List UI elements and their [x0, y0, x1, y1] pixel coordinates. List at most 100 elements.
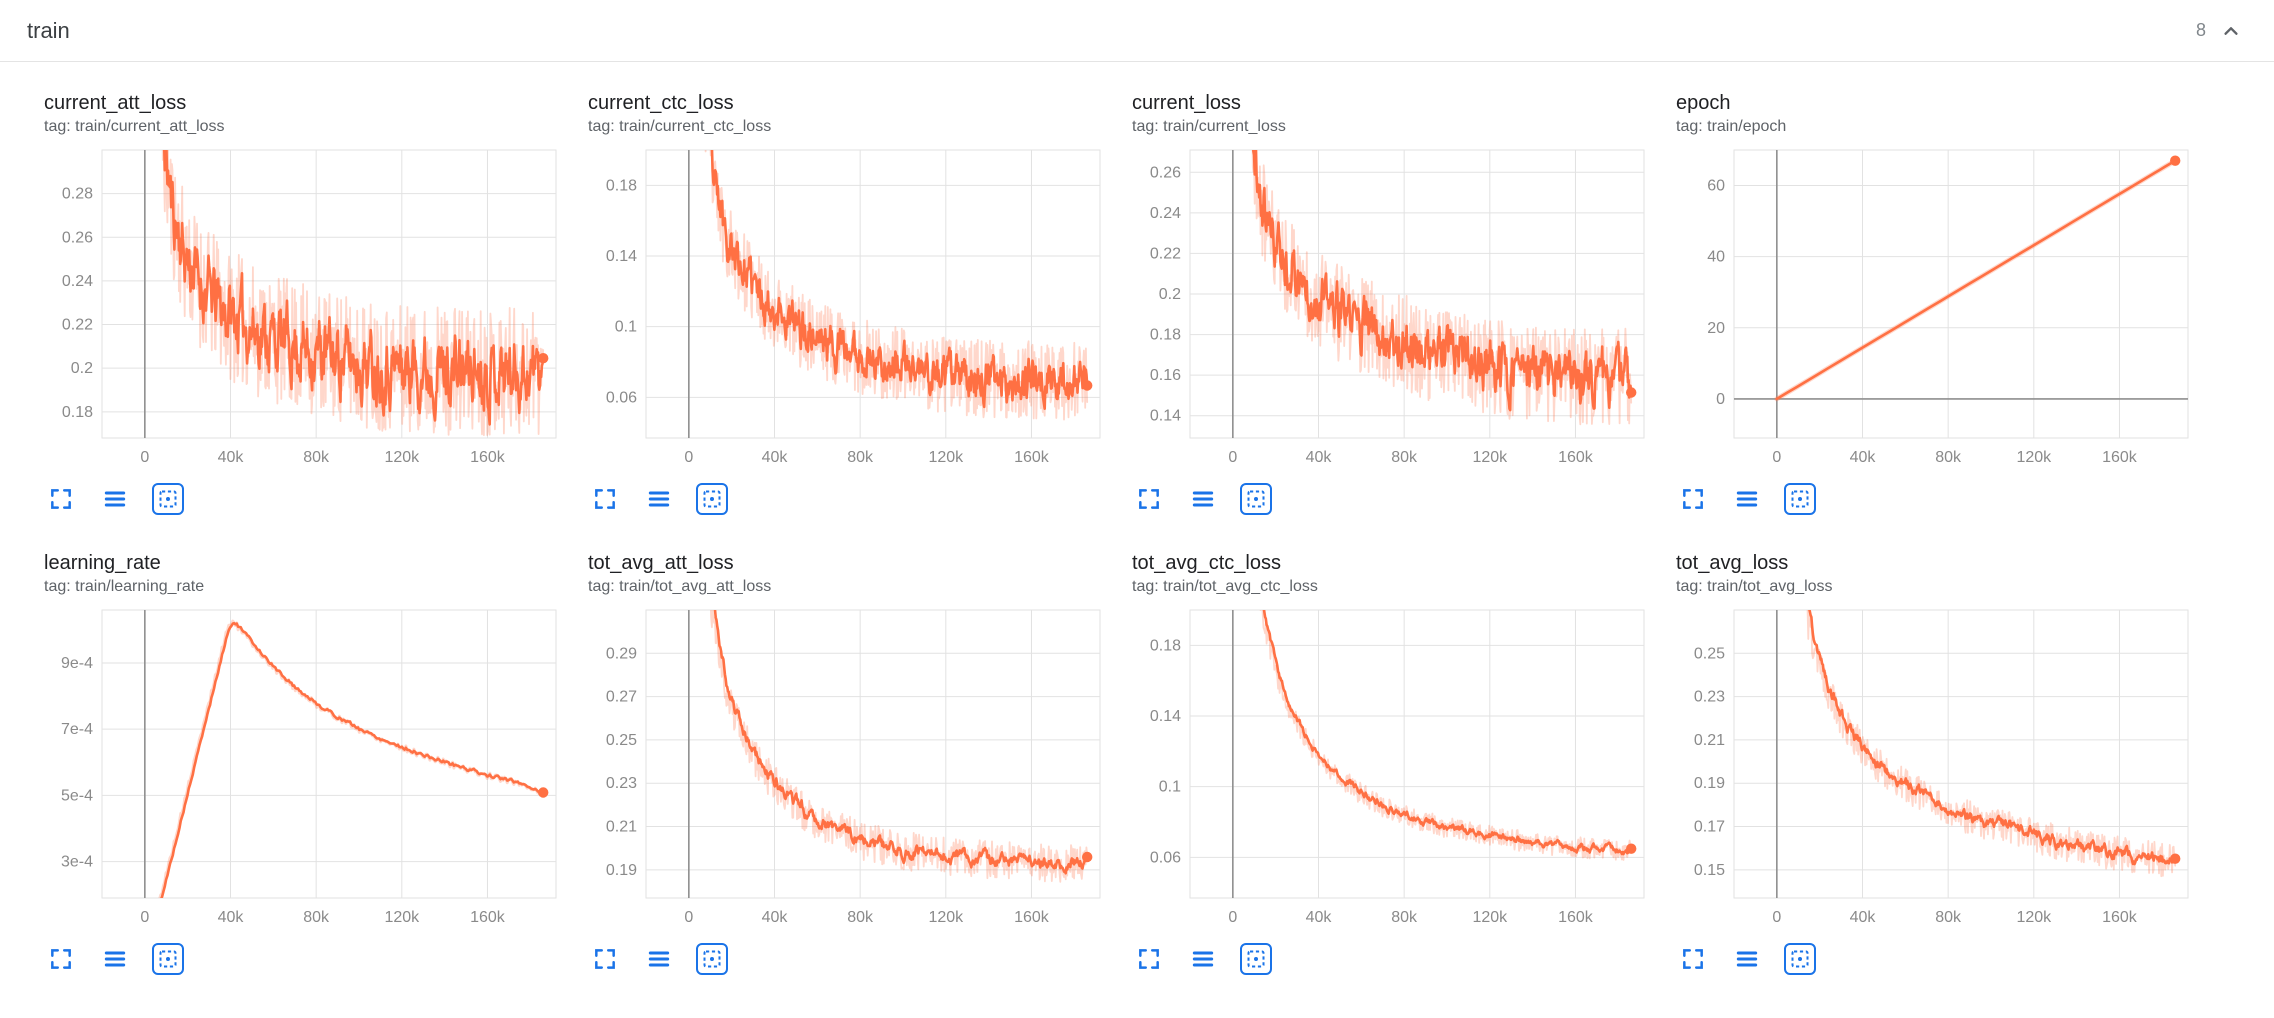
svg-text:0: 0 — [684, 449, 693, 466]
fit-domain-icon — [703, 950, 721, 968]
svg-text:160k: 160k — [1014, 909, 1050, 926]
fit-domain-button[interactable] — [1240, 943, 1272, 975]
fit-domain-button[interactable] — [1240, 483, 1272, 515]
svg-text:0.21: 0.21 — [606, 819, 637, 836]
data-table-button[interactable] — [1730, 942, 1764, 976]
svg-text:0.27: 0.27 — [606, 689, 637, 706]
svg-text:9e-4: 9e-4 — [61, 655, 93, 672]
svg-text:0.23: 0.23 — [606, 775, 637, 792]
line-chart[interactable]: 0 40k 80k 120k 160k 0 20 40 60 — [1676, 142, 2196, 474]
svg-text:0.28: 0.28 — [62, 186, 93, 203]
svg-text:40k: 40k — [1306, 449, 1333, 466]
svg-text:40k: 40k — [762, 909, 789, 926]
svg-text:0.25: 0.25 — [1694, 645, 1725, 662]
fit-domain-button[interactable] — [696, 943, 728, 975]
svg-text:0.18: 0.18 — [62, 404, 93, 421]
svg-text:0.22: 0.22 — [1150, 245, 1181, 262]
svg-text:0.1: 0.1 — [615, 319, 637, 336]
data-table-icon — [1192, 951, 1214, 967]
svg-text:3e-4: 3e-4 — [61, 854, 93, 871]
collapse-chevron-icon[interactable] — [2218, 18, 2244, 44]
line-chart[interactable]: 0 40k 80k 120k 160k 0.19 0.21 0.23 0.25 0.27 0.29 — [588, 602, 1108, 934]
expand-chart-button[interactable] — [588, 942, 622, 976]
svg-text:0.23: 0.23 — [1694, 689, 1725, 706]
chart-tag: tag: train/epoch — [1676, 118, 1787, 135]
chart-count: 8 — [2195, 20, 2206, 40]
fit-domain-button[interactable] — [152, 943, 184, 975]
section-header[interactable]: train 8 — [0, 0, 2274, 62]
line-chart[interactable]: 0 40k 80k 120k 160k 0.14 0.16 0.18 0.2 0.22 0.24 0.… — [1132, 142, 1652, 474]
chart-card: current_ctc_loss tag: train/current_ctc_… — [588, 92, 1108, 516]
svg-text:0: 0 — [140, 449, 149, 466]
line-chart[interactable]: 0 40k 80k 120k 160k 0.18 0.2 0.22 0.24 0.26 0.28 — [44, 142, 564, 474]
chart-tag: tag: train/learning_rate — [44, 578, 205, 595]
line-chart[interactable]: 0 40k 80k 120k 160k 3e-4 5e-4 7e-4 9e-4 — [44, 602, 564, 934]
expand-icon — [51, 949, 71, 969]
fit-domain-icon — [159, 950, 177, 968]
fit-domain-button[interactable] — [1784, 483, 1816, 515]
svg-text:0: 0 — [140, 909, 149, 926]
expand-icon — [1683, 949, 1703, 969]
section-title: train — [27, 17, 70, 43]
chart-title: tot_avg_att_loss — [588, 552, 734, 574]
svg-text:0.19: 0.19 — [606, 862, 637, 879]
data-table-icon — [648, 491, 670, 507]
fit-domain-button[interactable] — [1784, 943, 1816, 975]
data-table-button[interactable] — [642, 482, 676, 516]
data-table-icon — [104, 491, 126, 507]
chart-card: tot_avg_loss tag: train/tot_avg_loss 0 40… — [1676, 552, 2196, 976]
svg-text:0.06: 0.06 — [606, 389, 637, 406]
expand-chart-button[interactable] — [1676, 482, 1710, 516]
data-table-button[interactable] — [642, 942, 676, 976]
expand-chart-button[interactable] — [1132, 942, 1166, 976]
line-chart[interactable]: 0 40k 80k 120k 160k 0.06 0.1 0.14 0.18 — [588, 142, 1108, 474]
svg-text:40k: 40k — [1850, 449, 1877, 466]
fit-domain-icon — [1791, 490, 1809, 508]
svg-text:120k: 120k — [384, 909, 420, 926]
expand-icon — [595, 489, 615, 509]
svg-text:40: 40 — [1707, 249, 1725, 266]
data-table-button[interactable] — [98, 482, 132, 516]
chart-card: tot_avg_ctc_loss tag: train/tot_avg_ctc_… — [1132, 552, 1652, 976]
chart-title: tot_avg_ctc_loss — [1132, 552, 1281, 574]
expand-chart-button[interactable] — [44, 942, 78, 976]
data-table-button[interactable] — [1186, 942, 1220, 976]
data-table-icon — [1192, 491, 1214, 507]
svg-text:80k: 80k — [847, 909, 874, 926]
svg-text:0.22: 0.22 — [62, 317, 93, 334]
fit-domain-button[interactable] — [152, 483, 184, 515]
svg-text:0.16: 0.16 — [1150, 367, 1181, 384]
chart-toolbar — [1676, 482, 2196, 516]
chart-title: current_ctc_loss — [588, 92, 734, 114]
svg-text:40k: 40k — [218, 449, 245, 466]
data-table-icon — [104, 951, 126, 967]
expand-icon — [1139, 949, 1159, 969]
svg-text:40k: 40k — [1850, 909, 1877, 926]
chart-title: epoch — [1676, 92, 1731, 114]
data-table-icon — [1736, 951, 1758, 967]
expand-chart-button[interactable] — [1676, 942, 1710, 976]
chart-toolbar — [44, 482, 564, 516]
chart-toolbar — [588, 942, 1108, 976]
chart-toolbar — [1132, 482, 1652, 516]
chart-tag: tag: train/current_ctc_loss — [588, 118, 772, 135]
expand-chart-button[interactable] — [44, 482, 78, 516]
data-table-button[interactable] — [1186, 482, 1220, 516]
svg-text:80k: 80k — [847, 449, 874, 466]
line-chart[interactable]: 0 40k 80k 120k 160k 0.15 0.17 0.19 0.21 0.23 0.25 — [1676, 602, 2196, 934]
data-table-button[interactable] — [1730, 482, 1764, 516]
chart-toolbar — [1676, 942, 2196, 976]
expand-chart-button[interactable] — [1132, 482, 1166, 516]
fit-domain-button[interactable] — [696, 483, 728, 515]
fit-domain-icon — [159, 490, 177, 508]
svg-text:20: 20 — [1707, 320, 1725, 337]
data-table-icon — [1736, 491, 1758, 507]
expand-chart-button[interactable] — [588, 482, 622, 516]
expand-icon — [1139, 489, 1159, 509]
chart-title: tot_avg_loss — [1676, 552, 1789, 574]
line-chart[interactable]: 0 40k 80k 120k 160k 0.06 0.1 0.14 0.18 — [1132, 602, 1652, 934]
data-table-button[interactable] — [98, 942, 132, 976]
svg-text:160k: 160k — [2102, 909, 2138, 926]
svg-text:120k: 120k — [2016, 449, 2052, 466]
svg-text:0.1: 0.1 — [1159, 779, 1181, 796]
